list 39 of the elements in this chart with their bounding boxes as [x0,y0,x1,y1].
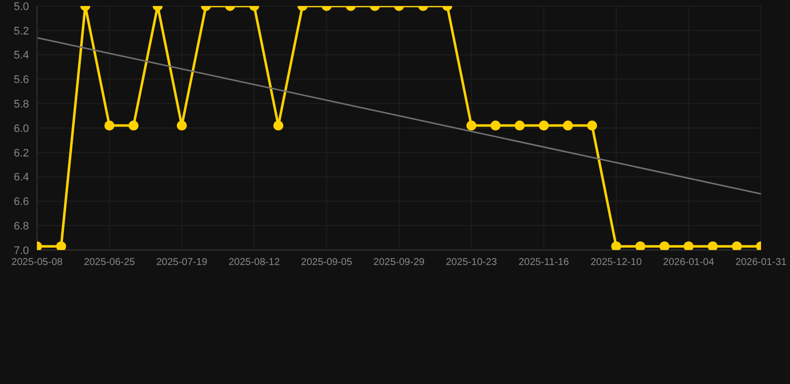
point [562,120,573,131]
y-tick-label: 5.2 [14,25,29,38]
point [659,241,670,250]
x-tick-label: 2025-06-25 [84,257,136,268]
point [732,241,742,250]
y-tick-label: 5.0 [14,0,29,13]
point [490,120,501,131]
y-tick-label: 6.4 [14,172,29,184]
y-tick-label: 5.6 [14,74,29,86]
y-tick-label: 6.2 [14,147,29,160]
point [708,241,718,250]
y-tick-label: 6.8 [14,220,29,233]
y-tick-label: 5.4 [14,50,29,62]
point [104,120,114,131]
y-tick-label: 7.0 [14,244,29,257]
point [56,241,66,250]
x-tick-label: 2025-10-23 [446,257,498,268]
point [128,120,139,131]
x-tick-label: 2025-07-19 [156,257,208,268]
x-tick-label: 2025-09-29 [373,257,426,268]
point [273,120,284,131]
point [466,120,476,131]
point [587,120,598,131]
point [514,120,525,131]
y-tick-label: 6.0 [14,122,29,135]
x-tick-label: 2025-08-12 [228,257,280,268]
point [635,241,646,250]
x-tick-label: 2025-05-08 [11,257,64,268]
point [684,241,694,250]
x-tick-label: 2026-01-04 [663,257,715,268]
x-tick-label: 2025-11-16 [518,257,570,268]
x-tick-label: 2025-12-10 [590,257,642,268]
x-tick-label: 2025-09-05 [301,257,353,268]
point [176,120,187,131]
y-tick-label: 5.8 [14,98,29,111]
x-tick-label: 2026-01-31 [735,257,788,268]
y-tick-label: 6.6 [14,196,29,208]
point [538,120,549,131]
point [611,241,622,250]
